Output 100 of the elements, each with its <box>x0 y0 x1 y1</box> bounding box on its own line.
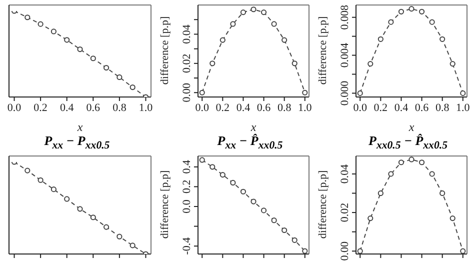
x-tick-label: 0.0 <box>7 102 22 114</box>
point <box>210 60 216 66</box>
point <box>440 36 446 42</box>
y-axis-title: difference [p.p] <box>159 16 171 85</box>
y-tick-label: 0.008 <box>339 4 351 30</box>
x-axis-title: x <box>76 120 84 134</box>
point <box>418 160 425 166</box>
point <box>116 234 122 240</box>
y-tick-label: 0.2 <box>181 180 193 194</box>
point <box>260 10 267 16</box>
x-tick-label: 0.0 <box>353 102 368 114</box>
point <box>429 19 435 25</box>
point <box>116 74 122 80</box>
point <box>130 84 136 90</box>
point <box>260 208 267 214</box>
y-tick-label: 0.02 <box>181 54 193 74</box>
y-tick-label: 0.004 <box>339 42 351 68</box>
x-tick-label: 0.6 <box>256 102 272 114</box>
point <box>130 242 136 248</box>
point <box>271 21 277 27</box>
point <box>378 36 384 42</box>
point <box>408 156 414 162</box>
x-tick-label: 0.8 <box>435 102 450 114</box>
y-tick-label: 0.0 <box>181 199 193 214</box>
y-tick-label: -0.4 <box>181 236 193 255</box>
point <box>440 190 446 196</box>
y-tick-label: 0.4 <box>181 160 193 174</box>
x-tick-label: 0.4 <box>236 102 251 114</box>
point <box>240 188 246 194</box>
point <box>103 224 110 230</box>
point <box>38 21 44 27</box>
point <box>302 90 308 96</box>
point <box>398 160 404 166</box>
point <box>271 218 277 224</box>
point <box>90 56 96 62</box>
point <box>250 198 256 204</box>
point <box>77 46 83 52</box>
point <box>388 171 394 177</box>
point <box>38 177 44 183</box>
point <box>64 37 70 43</box>
x-tick-label: 1.0 <box>456 102 470 114</box>
x-tick-label: 0.4 <box>60 102 74 114</box>
point <box>378 190 384 196</box>
point <box>50 28 57 34</box>
y-tick-label: 0.000 <box>339 80 351 106</box>
x-tick-label: 1.0 <box>298 102 312 114</box>
point <box>220 37 226 43</box>
y-axis-title: difference [p.p] <box>317 170 329 239</box>
point <box>230 21 236 27</box>
point <box>230 180 236 186</box>
point <box>460 90 466 96</box>
x-tick-label: 0.0 <box>195 102 210 114</box>
x-tick-label: 0.2 <box>374 102 388 114</box>
chart-title: P$_{xx}$ − P$_{xx0.5}$ <box>43 133 111 152</box>
y-tick-label: 0.04 <box>339 164 351 184</box>
x-tick-label: 0.6 <box>414 102 430 114</box>
point <box>388 19 394 25</box>
point <box>408 6 414 12</box>
point <box>50 186 57 192</box>
x-tick-label: 1.0 <box>138 102 154 114</box>
point <box>302 248 308 254</box>
x-tick-label: 0.2 <box>34 102 48 114</box>
point <box>368 216 374 222</box>
y-axis-title: difference [p.p] <box>159 170 171 239</box>
point <box>282 227 288 234</box>
point <box>282 37 288 43</box>
chart-title: P$_{xx0.5}$ − P̂$_{xx0.5}$ <box>367 133 449 152</box>
point <box>250 6 256 12</box>
y-tick-label: 0.02 <box>339 202 351 222</box>
point <box>77 206 83 212</box>
point <box>368 61 374 67</box>
point <box>398 8 404 14</box>
point <box>292 60 298 66</box>
point <box>292 237 298 243</box>
point <box>220 172 226 178</box>
point <box>450 216 456 222</box>
point <box>450 61 456 67</box>
chart-title: P$_{xx}$ − P̂$_{xx0.5}$ <box>216 133 284 152</box>
x-tick-label: 0.4 <box>394 102 409 114</box>
point <box>357 90 363 96</box>
point <box>418 8 425 14</box>
y-tick-label: 0.04 <box>181 24 193 44</box>
point <box>24 168 30 174</box>
x-tick-label: 0.8 <box>112 102 127 114</box>
point <box>199 90 205 96</box>
point <box>103 64 110 71</box>
x-axis-title: x <box>250 120 257 134</box>
y-axis-title: difference [p.p] <box>317 16 329 85</box>
y-tick-label: 0.00 <box>181 82 193 102</box>
point <box>90 214 96 220</box>
x-axis-title: x <box>408 120 415 134</box>
point <box>199 157 205 163</box>
point <box>429 171 435 177</box>
point <box>24 14 30 20</box>
x-tick-label: 0.2 <box>216 102 230 114</box>
point <box>357 248 363 254</box>
point <box>210 164 216 170</box>
x-tick-label: 0.6 <box>86 102 101 114</box>
point <box>64 196 70 202</box>
point <box>240 10 246 16</box>
